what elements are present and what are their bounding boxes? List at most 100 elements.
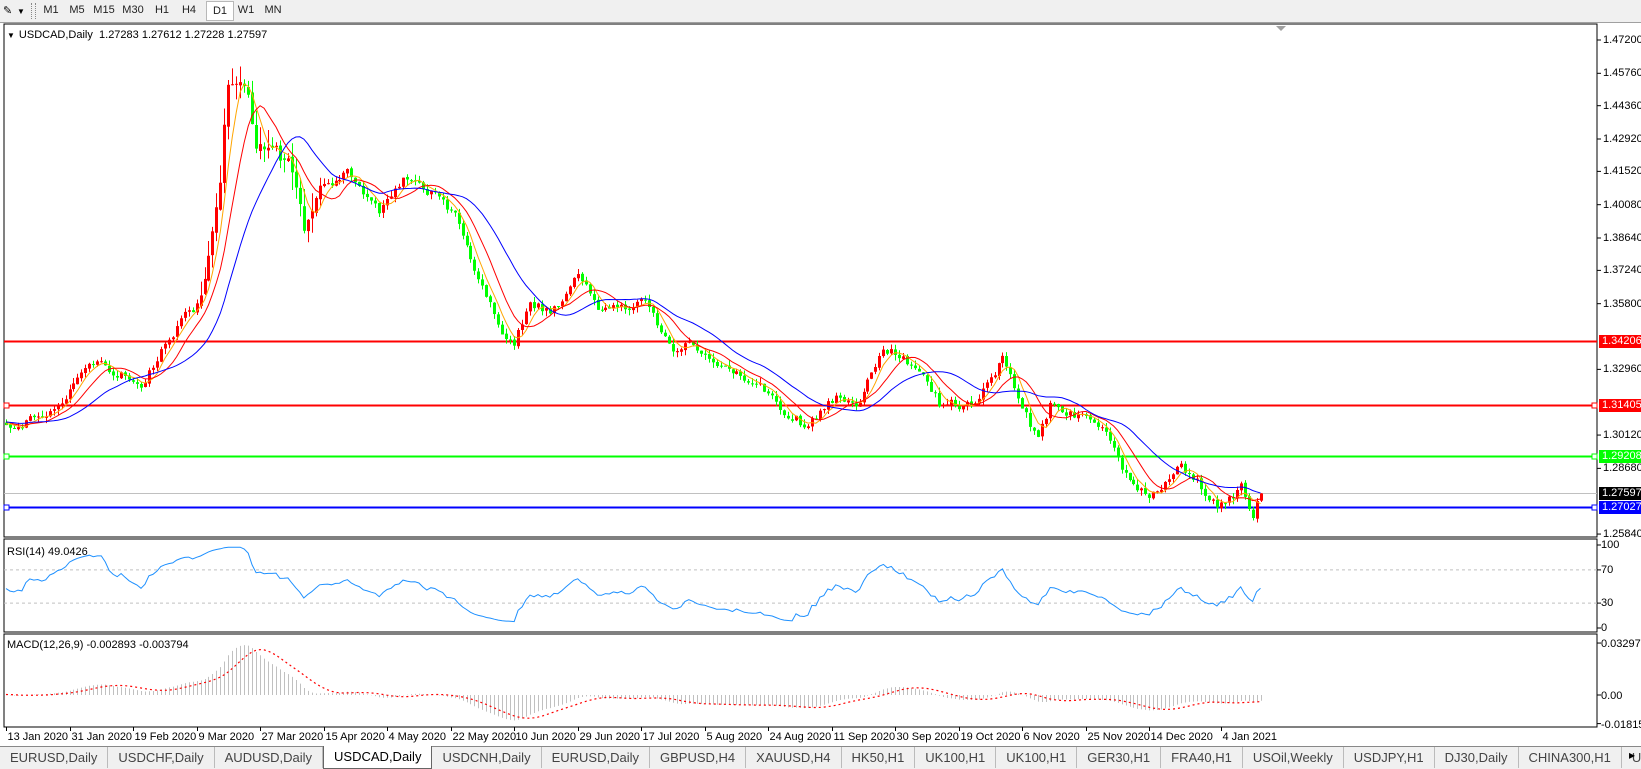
candle: [870, 372, 873, 380]
candle-body: [188, 310, 191, 312]
chart-tab[interactable]: XAUUSD,H4: [746, 747, 842, 768]
chart-tab[interactable]: HK50,H1: [842, 747, 916, 768]
draw-tool-icon[interactable]: ✎: [3, 5, 13, 17]
candle: [779, 396, 782, 415]
candle-body: [366, 193, 369, 198]
candle: [1089, 413, 1092, 423]
timeframe-mn-button[interactable]: MN: [264, 4, 282, 16]
candle-body: [493, 302, 496, 315]
chart-tab[interactable]: USDCHF,Daily: [108, 747, 215, 768]
date-axis-label: 15 Apr 2020: [325, 731, 385, 743]
chart-tab[interactable]: AUDUSD,Daily: [215, 747, 324, 768]
chart-tab[interactable]: EURUSD,Daily: [542, 747, 650, 768]
chart-tab[interactable]: UK100,H1: [996, 747, 1078, 768]
candle: [207, 241, 210, 282]
candle: [954, 396, 957, 408]
chevron-down-icon[interactable]: ▼: [17, 7, 25, 16]
candle: [517, 327, 520, 349]
candle: [489, 294, 492, 308]
candle-body: [732, 369, 735, 374]
chart-tab[interactable]: USDJPY,H1: [1344, 747, 1435, 768]
candle: [994, 372, 997, 379]
candle-body: [140, 383, 143, 388]
candle-body: [473, 259, 476, 271]
rsi-axis-label: 100: [1601, 539, 1620, 551]
candle-body: [1236, 489, 1239, 499]
candle-body: [894, 349, 897, 355]
date-axis-label: 9 Mar 2020: [198, 731, 255, 743]
candle: [573, 277, 576, 289]
chart-tab[interactable]: USDCAD,Daily: [323, 746, 433, 769]
candle-body: [227, 84, 230, 127]
candle: [84, 364, 87, 378]
chart-tab[interactable]: GBPUSD,H4: [650, 747, 747, 768]
chart-tab[interactable]: USDCNH,Daily: [432, 747, 542, 768]
candle: [100, 357, 103, 363]
candle: [747, 378, 750, 385]
date-axis-label: 24 Aug 2020: [769, 731, 832, 743]
candle-body: [168, 339, 171, 345]
timeframe-h4-button[interactable]: H4: [181, 4, 197, 16]
candle-body: [1117, 447, 1120, 458]
candle-body: [573, 277, 576, 287]
timeframe-m5-button[interactable]: M5: [69, 4, 85, 16]
candle: [783, 409, 786, 419]
chart-tab[interactable]: USOil,: [1622, 747, 1641, 768]
candle: [477, 268, 480, 284]
candle: [565, 291, 568, 302]
candle: [601, 306, 604, 313]
timeframe-m15-button[interactable]: M15: [93, 4, 115, 16]
candle-body: [1033, 427, 1036, 431]
candle-body: [176, 326, 179, 337]
timeframe-d1-button[interactable]: D1: [206, 1, 234, 21]
timeframe-h1-button[interactable]: H1: [154, 4, 170, 16]
macd-signal-line: [5, 648, 1261, 719]
timeframe-m1-button[interactable]: M1: [43, 4, 59, 16]
candle: [192, 307, 195, 313]
chart-tab[interactable]: UK100,H1: [915, 747, 997, 768]
candle-body: [569, 286, 572, 295]
price-axis-label: 1.37240: [1603, 264, 1641, 277]
main-chart-panel[interactable]: [3, 23, 1598, 538]
triangle-down-icon[interactable]: ▼: [7, 31, 15, 40]
candle: [283, 153, 286, 173]
candle-body: [942, 405, 945, 407]
candle-body: [521, 324, 524, 330]
candle-body: [398, 186, 401, 189]
candle: [990, 373, 993, 386]
timeframe-w1-button[interactable]: W1: [237, 4, 255, 16]
chart-tab[interactable]: GER30,H1: [1077, 747, 1162, 768]
candle-body: [156, 361, 159, 368]
candle: [188, 306, 191, 317]
rsi-panel[interactable]: [3, 538, 1598, 633]
candle: [33, 414, 36, 421]
chart-shift-marker[interactable]: [1276, 26, 1286, 31]
candle-body: [823, 409, 826, 411]
candle-body: [287, 158, 290, 161]
candle-body: [755, 383, 758, 385]
price-axis-label: 1.40080: [1603, 198, 1641, 211]
chart-tab[interactable]: FRA40,H1: [1161, 747, 1243, 768]
date-axis-label: 27 Mar 2020: [261, 731, 324, 743]
candle: [696, 340, 699, 354]
candle-body: [1168, 479, 1171, 482]
chart-tab[interactable]: USOil,Weekly: [1243, 747, 1344, 768]
candle-body: [684, 343, 687, 351]
candle-body: [426, 189, 429, 195]
chart-tab[interactable]: CHINA300,H1: [1519, 747, 1622, 768]
chart-tab[interactable]: EURUSD,Daily: [0, 747, 109, 768]
chart-tab[interactable]: DJ30,Daily: [1435, 747, 1519, 768]
timeframe-m30-button[interactable]: M30: [122, 4, 144, 16]
toolbar-grip[interactable]: [31, 3, 36, 19]
candle: [1208, 495, 1211, 503]
scroll-right-icon[interactable]: ▸: [1628, 748, 1635, 762]
candle: [1069, 409, 1072, 421]
candle: [227, 79, 230, 140]
candle: [450, 206, 453, 213]
candle-body: [902, 356, 905, 359]
candle: [49, 408, 52, 418]
macd-axis-label: 0.00: [1601, 690, 1623, 702]
candle-body: [803, 424, 806, 428]
macd-panel[interactable]: [3, 633, 1598, 728]
